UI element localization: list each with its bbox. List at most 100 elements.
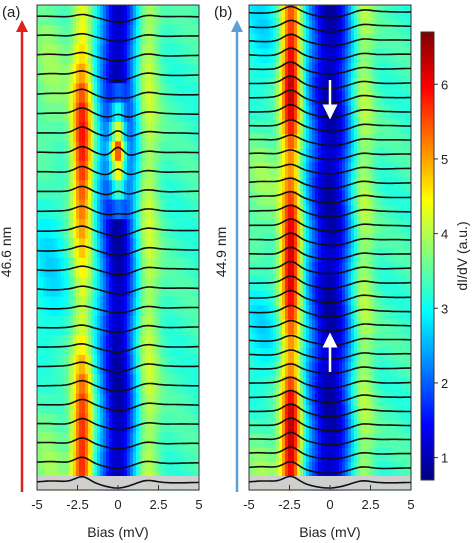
heatmap-cell (172, 121, 176, 142)
heatmap-cell (40, 315, 44, 336)
heatmap-cell (285, 390, 289, 406)
heatmap-cell (276, 5, 280, 20)
heatmap-cell (178, 160, 182, 181)
heatmap-cell (40, 121, 44, 142)
heatmap-cell (285, 76, 289, 92)
heatmap-cell (312, 432, 316, 448)
heatmap-cell (399, 161, 403, 177)
heatmap-cell (336, 432, 340, 448)
heatmap-cell (396, 347, 400, 363)
heatmap-cell (64, 218, 68, 239)
heatmap-cell (40, 354, 44, 375)
heatmap-cell (372, 133, 376, 149)
heatmap-cell (76, 412, 80, 433)
heatmap-cell (55, 315, 59, 336)
heatmap-cell (106, 199, 110, 219)
heatmap-cell (196, 451, 200, 472)
heatmap-cell (324, 47, 328, 63)
heatmap-cell (160, 5, 164, 25)
heatmap-cell (285, 218, 289, 234)
heatmap-cell (294, 447, 298, 463)
heatmap-cell (309, 390, 313, 406)
heatmap-cell (112, 373, 116, 394)
heatmap-cell (366, 418, 370, 434)
heatmap-cell (357, 176, 361, 192)
heatmap-cell (127, 63, 131, 84)
heatmap-cell (70, 315, 74, 336)
heatmap-cell (330, 318, 334, 334)
heatmap-cell (330, 432, 334, 448)
heatmap-cell (279, 190, 283, 206)
heatmap-cell (315, 361, 319, 377)
heatmap-cell (61, 276, 65, 297)
spectrum-line (37, 145, 199, 156)
heatmap-cell (264, 447, 268, 463)
heatmap-cell (190, 63, 194, 84)
heatmap-cell (408, 461, 412, 477)
heatmap-cell (369, 333, 373, 348)
heatmap-cell (336, 333, 340, 348)
heatmap-cell (127, 431, 131, 452)
heatmap-cell (294, 133, 298, 149)
heatmap-cell (100, 82, 104, 103)
heatmap-cell (273, 218, 277, 234)
heatmap-cell (318, 418, 322, 434)
panel-a-x-ticks: -5 -2.5 0 2.5 5 (31, 485, 203, 512)
heatmap-cell (291, 5, 295, 20)
heatmap-cell (169, 276, 173, 297)
heatmap-cell (342, 62, 346, 77)
heatmap-cell (279, 133, 283, 149)
heatmap-cell (402, 333, 406, 348)
heatmap-cell (184, 140, 188, 161)
heatmap-cell (330, 375, 334, 391)
heatmap-cell (285, 318, 289, 334)
heatmap-cell (270, 418, 274, 434)
heatmap-cell (369, 19, 373, 35)
heatmap-cell (315, 261, 319, 277)
heatmap-cell (61, 218, 65, 239)
heatmap-cell (333, 147, 337, 163)
heatmap-cell (363, 361, 367, 377)
heatmap-cell (172, 431, 176, 452)
heatmap-cell (384, 119, 388, 134)
heatmap-cell (172, 296, 176, 316)
heatmap-cell (342, 104, 346, 120)
heatmap-cell (312, 204, 316, 220)
heatmap-cell (130, 140, 134, 161)
heatmap-cell (82, 160, 86, 181)
heatmap-cell (37, 102, 41, 122)
heatmap-cell (285, 276, 289, 291)
heatmap-cell (103, 315, 107, 336)
heatmap-cell (61, 199, 65, 219)
heatmap-cell (360, 447, 364, 463)
heatmap-cell (315, 375, 319, 391)
heatmap-cell (187, 257, 191, 278)
heatmap-cell (375, 318, 379, 334)
x-tick-label: -2.5 (278, 497, 300, 512)
heatmap-cell (282, 233, 286, 249)
heatmap-cell (282, 261, 286, 277)
heatmap-cell (97, 43, 101, 64)
heatmap-cell (112, 276, 116, 297)
heatmap-cell (97, 218, 101, 239)
heatmap-cell (372, 5, 376, 20)
x-tick-label: -5 (243, 497, 255, 512)
heatmap-cell (387, 47, 391, 63)
heatmap-cell (169, 179, 173, 200)
heatmap-cell (369, 290, 373, 306)
heatmap-cell (378, 90, 382, 106)
heatmap-cell (330, 290, 334, 306)
heatmap-cell (300, 133, 304, 149)
heatmap-cell (342, 19, 346, 35)
heatmap-cell (130, 431, 134, 452)
heatmap-cell (172, 218, 176, 239)
heatmap-cell (76, 237, 80, 258)
heatmap-cell (166, 121, 170, 142)
heatmap-cell (360, 33, 364, 49)
heatmap-cell (357, 261, 361, 277)
heatmap-cell (88, 296, 92, 316)
heatmap-cell (37, 412, 41, 433)
heatmap-cell (294, 62, 298, 77)
heatmap-cell (294, 218, 298, 234)
heatmap-cell (294, 104, 298, 120)
